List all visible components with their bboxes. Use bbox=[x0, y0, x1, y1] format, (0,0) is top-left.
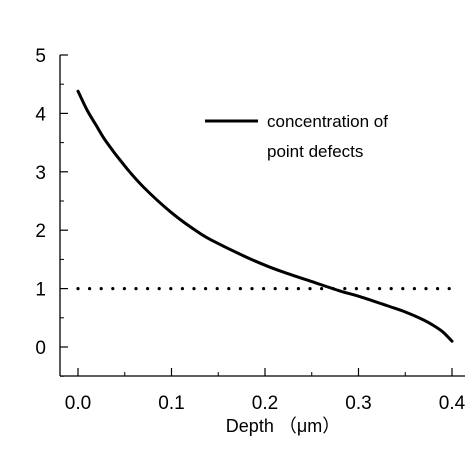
x-tick-label: 0.2 bbox=[252, 393, 278, 414]
legend-label-line-2: point defects bbox=[267, 142, 363, 161]
y-tick-label: 4 bbox=[35, 104, 46, 125]
x-tick-label: 0.1 bbox=[158, 393, 184, 414]
y-tick-label: 2 bbox=[35, 221, 46, 242]
y-tick-label: 0 bbox=[35, 338, 46, 359]
legend-label-line-1: concentration of bbox=[267, 112, 388, 131]
x-ticks: 0.0 0.1 0.2 0.3 0.4 bbox=[65, 368, 466, 414]
x-axis-label: Depth （μm） bbox=[226, 416, 340, 436]
series-layer bbox=[76, 89, 454, 343]
x-tick-label: 0.3 bbox=[345, 393, 371, 414]
x-tick-label: 0.4 bbox=[439, 393, 466, 414]
series-line-point-defects bbox=[76, 89, 454, 343]
legend: concentration of point defects bbox=[205, 112, 388, 161]
y-tick-label: 1 bbox=[35, 280, 46, 301]
y-tick-label: 3 bbox=[35, 163, 46, 184]
y-ticks: 0 1 2 3 4 5 bbox=[35, 46, 68, 377]
y-tick-label: 5 bbox=[35, 46, 46, 67]
x-tick-label: 0.0 bbox=[65, 393, 91, 414]
